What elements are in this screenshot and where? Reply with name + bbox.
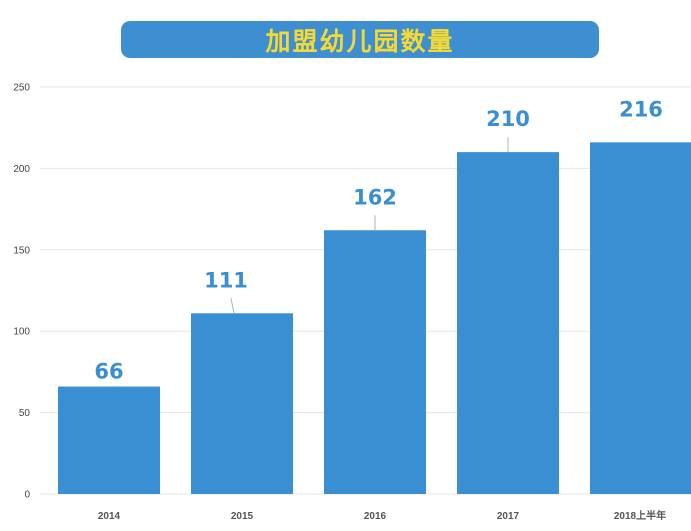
data-label: 216 xyxy=(619,97,663,121)
bar-2015 xyxy=(191,313,293,494)
x-category-label: 2018上半年 xyxy=(614,509,666,522)
y-axis-ticks: 0 50 100 150 200 250 xyxy=(13,83,30,501)
x-axis-categories: 2014 2015 2016 2017 2018上半年 xyxy=(98,509,666,522)
leader-lines xyxy=(230,137,509,314)
y-tick-label: 100 xyxy=(13,327,30,338)
data-labels: 66 111 162 210 216 xyxy=(94,97,663,383)
y-tick-label: 50 xyxy=(19,408,31,419)
x-category-label: 2016 xyxy=(364,511,387,522)
x-category-label: 2014 xyxy=(98,511,121,522)
y-tick-label: 200 xyxy=(13,164,30,175)
x-category-label: 2017 xyxy=(497,511,520,522)
data-label: 111 xyxy=(204,268,248,292)
y-tick-label: 0 xyxy=(24,490,30,501)
bar-2016 xyxy=(324,230,426,494)
data-label: 66 xyxy=(94,360,123,384)
y-tick-label: 250 xyxy=(13,83,30,94)
chart-title-banner: 加盟幼儿园数量 xyxy=(121,21,599,58)
bar-2014 xyxy=(58,386,160,494)
data-label: 162 xyxy=(353,185,397,209)
x-category-label: 2015 xyxy=(231,511,254,522)
bars xyxy=(58,142,691,495)
bar-2018上半年 xyxy=(590,142,691,495)
bar-2017 xyxy=(457,152,559,494)
chart-title: 加盟幼儿园数量 xyxy=(265,26,455,56)
y-tick-label: 150 xyxy=(13,245,30,256)
data-label: 210 xyxy=(486,107,530,131)
leader-line-2015 xyxy=(230,298,235,314)
